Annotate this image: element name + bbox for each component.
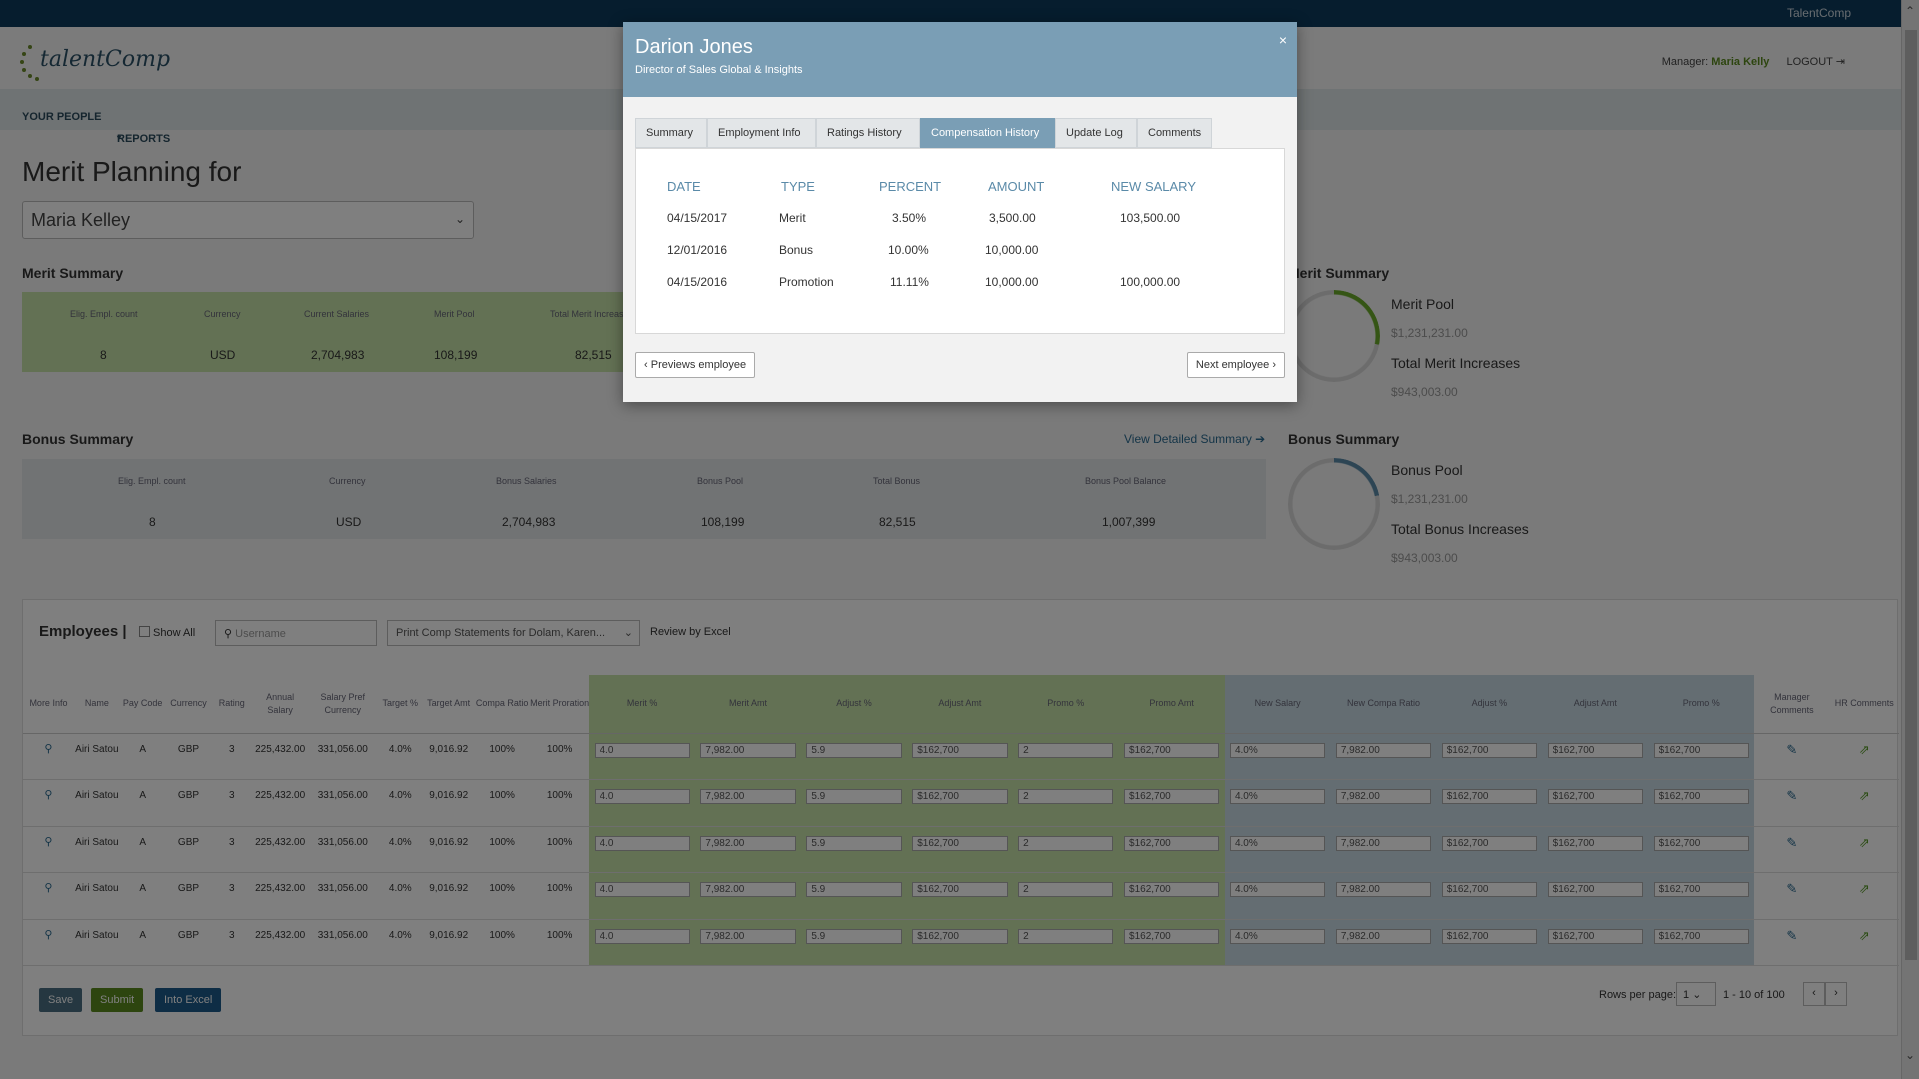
modal-footer: ‹ Previews employee Next employee ›	[623, 352, 1297, 402]
employee-role: Director of Sales Global & Insights	[635, 64, 803, 76]
history-percent: 11.11%	[890, 275, 929, 289]
chevron-right-icon: ›	[1272, 359, 1276, 371]
history-new-salary: 103,500.00	[1120, 211, 1181, 225]
history-date: 04/15/2016	[667, 275, 728, 289]
col-new-salary: NEW SALARY	[1111, 179, 1197, 194]
history-amount: 10,000.00	[985, 275, 1039, 289]
modal-header: Darion Jones Director of Sales Global & …	[623, 22, 1297, 97]
employee-modal: Darion Jones Director of Sales Global & …	[623, 22, 1297, 402]
employee-name: Darion Jones	[635, 36, 753, 58]
history-new-salary: 100,000.00	[1120, 275, 1181, 289]
history-percent: 10.00%	[888, 243, 929, 257]
tab-update-log[interactable]: Update Log	[1055, 118, 1137, 148]
history-type: Promotion	[779, 275, 834, 289]
history-type: Bonus	[779, 243, 814, 257]
history-date: 04/15/2017	[667, 211, 728, 225]
history-percent: 3.50%	[892, 211, 927, 225]
history-amount: 3,500.00	[989, 211, 1036, 225]
previous-employee-button[interactable]: ‹ Previews employee	[635, 352, 756, 378]
next-employee-button[interactable]: Next employee ›	[1186, 352, 1285, 378]
col-amount: AMOUNT	[988, 179, 1045, 194]
history-date: 12/01/2016	[667, 243, 728, 257]
col-date: DATE	[667, 179, 701, 194]
col-percent: PERCENT	[879, 179, 942, 194]
compensation-history-panel: DATE TYPE PERCENT AMOUNT NEW SALARY 04/1…	[635, 148, 1285, 334]
tab-compensation-history[interactable]: Compensation History	[920, 118, 1055, 148]
tab-summary[interactable]: Summary	[635, 118, 707, 148]
tab-employment-info[interactable]: Employment Info	[707, 118, 816, 148]
tab-ratings-history[interactable]: Ratings History	[816, 118, 920, 148]
chevron-left-icon: ‹	[644, 359, 648, 371]
tab-comments[interactable]: Comments	[1137, 118, 1212, 148]
history-amount: 10,000.00	[985, 243, 1039, 257]
col-type: TYPE	[781, 179, 815, 194]
close-icon[interactable]: ×	[1278, 32, 1287, 48]
history-type: Merit	[779, 211, 806, 225]
